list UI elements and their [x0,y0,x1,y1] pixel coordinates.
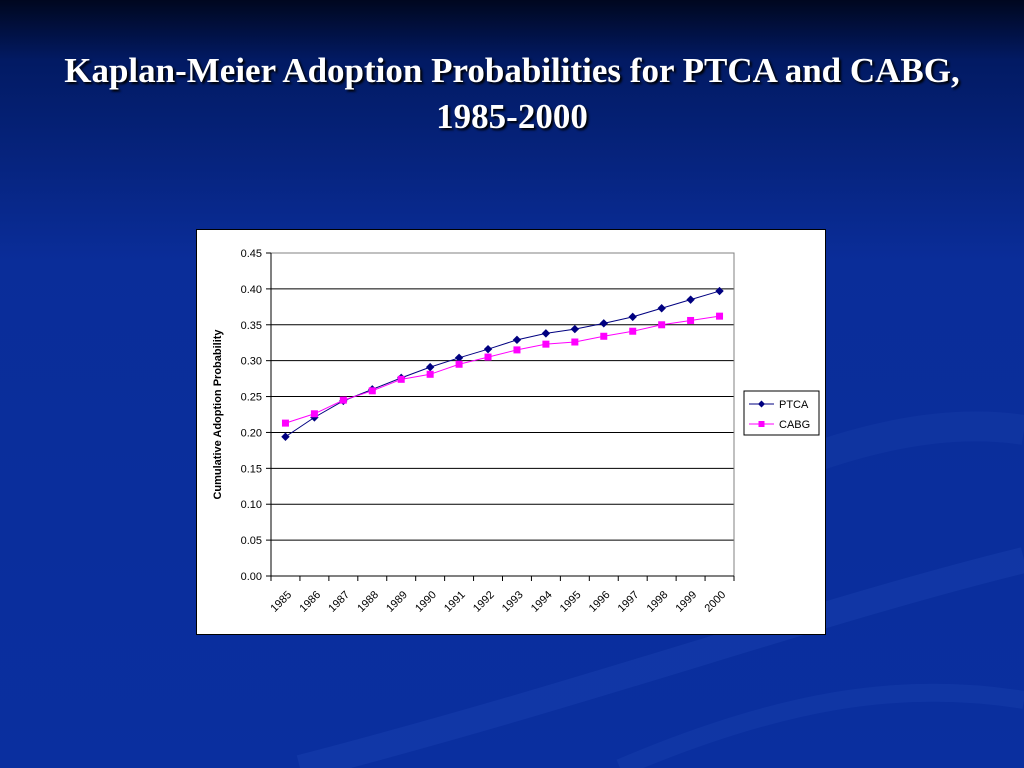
series-line-ptca [285,290,720,438]
data-point-ptca [657,304,666,313]
y-tick-label: 0.00 [241,571,262,583]
y-tick-label: 0.25 [241,392,262,404]
data-point-cabg [600,332,608,340]
data-point-ptca [425,362,435,372]
data-point-ptca [483,344,493,354]
data-point-cabg [339,396,347,404]
data-point-cabg [397,375,405,383]
data-point-cabg [687,316,695,324]
data-point-cabg [629,327,637,335]
legend-marker [758,421,765,427]
x-tick-label: 1991 [442,589,468,615]
legend: PTCA CABG [743,390,820,436]
y-tick-label: 0.05 [241,535,262,547]
x-tick-label: 1986 [297,589,323,615]
x-tick-label: 1992 [471,589,497,615]
series-line-cabg [285,315,720,424]
gridlines [271,252,734,577]
axes: 0.00 0.05 0.10 0.15 0.20 0.25 0.30 0.35 0.40 0.45… [241,248,735,615]
x-tick-label: 1985 [268,589,294,615]
data-point-ptca [281,432,290,441]
x-tick-label: 1987 [326,589,352,615]
data-point-cabg [513,346,521,354]
x-tick-label: 1996 [587,589,613,615]
data-point-cabg [571,338,579,346]
data-point-ptca [541,329,551,338]
legend-marker [758,400,765,408]
legend-label: CABG [779,419,810,431]
data-point-cabg [426,370,434,378]
y-tick-label: 0.35 [241,320,262,332]
legend-box [743,390,820,436]
x-tick-label: 1998 [645,589,671,615]
data-point-cabg [658,321,666,329]
data-point-ptca [570,324,580,334]
series [281,286,724,441]
plot-area [270,252,735,577]
x-tick-label: 1990 [413,589,439,615]
x-tick-label: 1995 [558,589,584,615]
data-point-cabg [281,419,289,427]
data-point-cabg [455,360,463,368]
x-tick-label: 2000 [703,589,729,615]
x-tick-label: 1994 [529,589,555,615]
legend-label: PTCA [779,399,809,411]
data-point-cabg [368,387,376,395]
line-chart: 0.00 0.05 0.10 0.15 0.20 0.25 0.30 0.35 0.40 0.45… [212,248,820,615]
x-tick-label: 1999 [674,589,700,615]
slide-title: Kaplan-Meier Adoption Probabilities for … [64,51,960,136]
data-point-ptca [686,295,695,304]
x-tick-label: 1993 [500,589,526,615]
data-point-ptca [599,319,608,328]
y-axis-label: Cumulative Adoption Probability [212,329,224,500]
x-tick-label: 1988 [355,589,381,615]
y-tick-label: 0.15 [241,463,262,475]
y-tick-label: 0.40 [241,284,262,296]
y-tick-label: 0.30 [241,356,262,368]
y-tick-label: 0.45 [241,248,262,260]
data-point-ptca [628,312,637,322]
data-point-cabg [542,340,550,348]
data-point-ptca [715,286,724,296]
y-tick-label: 0.10 [241,499,262,511]
x-tick-label: 1989 [384,589,410,615]
data-point-cabg [484,353,492,361]
data-point-cabg [310,410,318,418]
chart-container: 0.00 0.05 0.10 0.15 0.20 0.25 0.30 0.35 0.40 0.45… [196,229,826,635]
data-point-ptca [512,335,522,345]
data-point-cabg [716,312,724,320]
y-tick-label: 0.20 [241,427,262,439]
x-tick-label: 1997 [616,589,642,615]
